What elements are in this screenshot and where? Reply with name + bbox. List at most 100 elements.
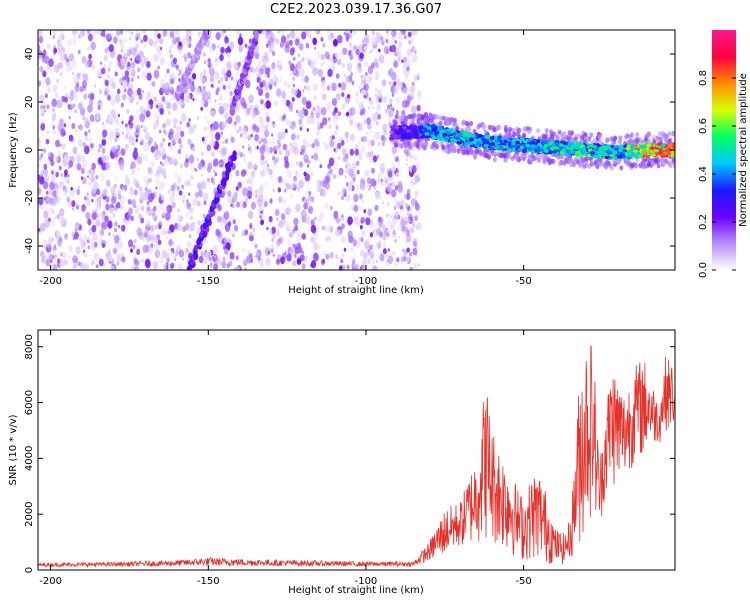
- noise-blob: [257, 255, 261, 261]
- noise-blob: [90, 41, 96, 51]
- noise-blob: [395, 155, 400, 161]
- noise-blob: [71, 103, 76, 109]
- noise-blob: [110, 98, 116, 107]
- signal-halo: [536, 128, 541, 134]
- noise-blob: [331, 64, 334, 68]
- noise-blob: [231, 215, 235, 221]
- noise-blob: [362, 216, 366, 221]
- noise-blob: [150, 233, 155, 240]
- noise-blob: [378, 141, 381, 146]
- noise-blob: [192, 146, 196, 152]
- noise-blob: [59, 197, 62, 201]
- noise-blob: [71, 60, 75, 66]
- noise-blob: [290, 121, 296, 130]
- noise-blob: [235, 115, 241, 123]
- noise-blob: [409, 153, 414, 160]
- noise-blob: [385, 93, 388, 98]
- noise-blob: [186, 199, 189, 204]
- noise-blob: [68, 115, 71, 120]
- noise-blob: [62, 252, 67, 259]
- noise-blob: [363, 119, 367, 125]
- noise-blob: [264, 139, 270, 148]
- noise-blob: [39, 94, 45, 102]
- noise-blob: [409, 251, 413, 257]
- signal-halo: [392, 140, 397, 146]
- signal-blob: [568, 146, 574, 151]
- noise-blob: [406, 95, 412, 104]
- noise-blob: [259, 169, 265, 178]
- noise-blob: [139, 141, 143, 146]
- noise-blob: [378, 97, 382, 103]
- noise-blob: [213, 169, 216, 173]
- noise-blob: [349, 107, 356, 116]
- noise-blob: [70, 61, 77, 71]
- noise-blob: [260, 153, 265, 161]
- noise-blob: [389, 176, 393, 182]
- noise-blob: [52, 50, 57, 56]
- noise-blob: [165, 261, 169, 267]
- signal-halo: [533, 155, 538, 161]
- noise-blob: [229, 90, 233, 97]
- noise-blob: [51, 98, 57, 108]
- noise-blob: [378, 240, 381, 244]
- noise-blob: [387, 104, 391, 110]
- noise-blob: [38, 156, 42, 161]
- signal-blob: [405, 129, 411, 133]
- noise-blob: [305, 100, 312, 110]
- noise-blob: [363, 209, 367, 214]
- noise-blob: [240, 97, 246, 107]
- noise-blob: [81, 207, 85, 214]
- noise-blob: [410, 179, 415, 186]
- noise-blob: [290, 248, 296, 257]
- noise-blob: [77, 32, 83, 39]
- noise-blob: [316, 242, 321, 250]
- signal-halo: [604, 159, 609, 165]
- noise-blob: [365, 217, 371, 226]
- noise-blob: [72, 34, 78, 42]
- noise-blob: [180, 113, 187, 122]
- noise-blob: [122, 93, 127, 101]
- noise-blob: [201, 136, 205, 142]
- noise-blob: [305, 216, 311, 224]
- noise-blob: [414, 200, 419, 207]
- noise-blob: [163, 130, 168, 136]
- signal-blob: [457, 133, 462, 137]
- noise-blob: [208, 68, 211, 72]
- noise-blob: [59, 72, 63, 77]
- noise-blob: [117, 189, 122, 196]
- noise-blob: [210, 138, 216, 147]
- noise-blob: [82, 240, 87, 246]
- noise-blob: [132, 90, 138, 98]
- noise-blob: [332, 38, 338, 47]
- noise-blob: [257, 61, 262, 69]
- noise-blob: [51, 170, 54, 175]
- noise-blob: [197, 162, 203, 170]
- noise-blob: [61, 142, 66, 150]
- noise-blob: [335, 253, 339, 260]
- noise-blob: [84, 116, 89, 123]
- noise-blob: [332, 114, 338, 123]
- noise-blob: [154, 249, 161, 259]
- signal-halo: [469, 120, 474, 126]
- noise-blob: [87, 46, 90, 51]
- noise-blob: [297, 111, 302, 118]
- noise-blob: [265, 146, 269, 153]
- signal-halo: [549, 129, 554, 135]
- noise-blob: [365, 93, 369, 99]
- noise-blob: [287, 238, 293, 247]
- noise-blob: [327, 107, 330, 112]
- noise-blob: [90, 143, 94, 149]
- noise-blob: [175, 30, 181, 36]
- signal-blob: [393, 135, 399, 140]
- noise-blob: [162, 123, 167, 129]
- noise-blob: [264, 129, 269, 138]
- noise-blob: [202, 213, 206, 218]
- noise-blob: [348, 32, 353, 39]
- noise-blob: [106, 179, 111, 187]
- noise-blob: [350, 134, 354, 141]
- noise-blob: [149, 103, 153, 110]
- noise-blob: [345, 32, 350, 40]
- noise-blob: [406, 66, 410, 72]
- noise-blob: [138, 93, 143, 100]
- noise-blob: [128, 239, 134, 248]
